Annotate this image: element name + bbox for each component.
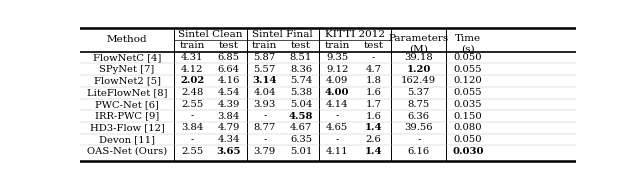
Text: Sintel Clean: Sintel Clean xyxy=(178,30,243,39)
Text: 5.01: 5.01 xyxy=(290,147,312,156)
Text: -: - xyxy=(335,135,339,144)
Text: 6.64: 6.64 xyxy=(218,65,239,74)
Text: 4.09: 4.09 xyxy=(326,76,348,85)
Text: 4.16: 4.16 xyxy=(218,76,240,85)
Text: FlowNetC [4]: FlowNetC [4] xyxy=(93,53,161,62)
Text: 3.93: 3.93 xyxy=(253,100,276,109)
Text: LiteFlowNet [8]: LiteFlowNet [8] xyxy=(87,88,168,97)
Text: 2.48: 2.48 xyxy=(181,88,204,97)
Text: 4.54: 4.54 xyxy=(218,88,240,97)
Text: 4.31: 4.31 xyxy=(181,53,204,62)
Text: train: train xyxy=(324,41,350,50)
Text: 0.150: 0.150 xyxy=(454,112,483,121)
Text: -: - xyxy=(191,112,194,121)
Text: 1.6: 1.6 xyxy=(365,88,381,97)
Text: 0.030: 0.030 xyxy=(452,147,484,156)
Text: 4.00: 4.00 xyxy=(325,88,349,97)
Text: 4.58: 4.58 xyxy=(289,112,313,121)
Text: 162.49: 162.49 xyxy=(401,76,436,85)
Text: Devon [11]: Devon [11] xyxy=(99,135,155,144)
Text: 3.65: 3.65 xyxy=(216,147,241,156)
Text: 5.87: 5.87 xyxy=(253,53,276,62)
Text: 0.050: 0.050 xyxy=(454,135,482,144)
Text: 4.11: 4.11 xyxy=(326,147,349,156)
Text: 4.14: 4.14 xyxy=(326,100,349,109)
Text: 5.57: 5.57 xyxy=(253,65,276,74)
Text: 2.55: 2.55 xyxy=(181,147,204,156)
Text: 8.77: 8.77 xyxy=(253,123,276,132)
Text: 9.12: 9.12 xyxy=(326,65,348,74)
Text: 6.35: 6.35 xyxy=(290,135,312,144)
Text: 5.37: 5.37 xyxy=(408,88,430,97)
Text: -: - xyxy=(417,135,420,144)
Text: 8.51: 8.51 xyxy=(290,53,312,62)
Text: Parameters: Parameters xyxy=(388,34,449,43)
Text: PWC-Net [6]: PWC-Net [6] xyxy=(95,100,159,109)
Text: -: - xyxy=(372,53,375,62)
Text: FlowNet2 [5]: FlowNet2 [5] xyxy=(93,76,161,85)
Text: OAS-Net (Ours): OAS-Net (Ours) xyxy=(87,147,167,156)
Text: IRR-PWC [9]: IRR-PWC [9] xyxy=(95,112,159,121)
Text: 5.04: 5.04 xyxy=(290,100,312,109)
Text: 5.74: 5.74 xyxy=(290,76,312,85)
Text: (s): (s) xyxy=(461,44,475,53)
Text: 39.56: 39.56 xyxy=(404,123,433,132)
Text: test: test xyxy=(218,41,239,50)
Text: 3.84: 3.84 xyxy=(181,123,204,132)
Text: 4.04: 4.04 xyxy=(253,88,276,97)
Text: 2.02: 2.02 xyxy=(180,76,204,85)
Text: Time: Time xyxy=(455,34,481,43)
Text: 1.20: 1.20 xyxy=(406,65,431,74)
Text: -: - xyxy=(335,112,339,121)
Text: 9.35: 9.35 xyxy=(326,53,348,62)
Text: (M): (M) xyxy=(410,44,428,53)
Text: 1.4: 1.4 xyxy=(365,147,382,156)
Text: 0.035: 0.035 xyxy=(454,100,482,109)
Text: 0.055: 0.055 xyxy=(454,88,482,97)
Text: Method: Method xyxy=(107,35,147,45)
Text: -: - xyxy=(191,135,194,144)
Text: test: test xyxy=(364,41,383,50)
Text: 6.36: 6.36 xyxy=(408,112,430,121)
Text: 2.6: 2.6 xyxy=(365,135,381,144)
Text: -: - xyxy=(263,112,266,121)
Text: 8.36: 8.36 xyxy=(290,65,312,74)
Text: Sintel Final: Sintel Final xyxy=(253,30,313,39)
Text: test: test xyxy=(291,41,311,50)
Text: 1.7: 1.7 xyxy=(365,100,381,109)
Text: 4.39: 4.39 xyxy=(218,100,240,109)
Text: 0.055: 0.055 xyxy=(454,65,482,74)
Text: 4.34: 4.34 xyxy=(218,135,240,144)
Text: 1.8: 1.8 xyxy=(365,76,381,85)
Text: 6.16: 6.16 xyxy=(408,147,430,156)
Text: 8.75: 8.75 xyxy=(408,100,430,109)
Text: 3.79: 3.79 xyxy=(253,147,276,156)
Text: 3.84: 3.84 xyxy=(218,112,240,121)
Text: 39.18: 39.18 xyxy=(404,53,433,62)
Text: 4.67: 4.67 xyxy=(290,123,312,132)
Text: 0.080: 0.080 xyxy=(454,123,482,132)
Text: 0.120: 0.120 xyxy=(454,76,483,85)
Text: 5.38: 5.38 xyxy=(290,88,312,97)
Text: 2.55: 2.55 xyxy=(181,100,204,109)
Text: 0.050: 0.050 xyxy=(454,53,482,62)
Text: 1.6: 1.6 xyxy=(365,112,381,121)
Text: 4.7: 4.7 xyxy=(365,65,381,74)
Text: 6.85: 6.85 xyxy=(218,53,239,62)
Text: HD3-Flow [12]: HD3-Flow [12] xyxy=(90,123,164,132)
Text: 4.79: 4.79 xyxy=(218,123,240,132)
Text: 3.14: 3.14 xyxy=(253,76,277,85)
Text: -: - xyxy=(263,135,266,144)
Text: 4.65: 4.65 xyxy=(326,123,348,132)
Text: train: train xyxy=(180,41,205,50)
Text: train: train xyxy=(252,41,278,50)
Text: SPyNet [7]: SPyNet [7] xyxy=(99,65,155,74)
Text: 1.4: 1.4 xyxy=(365,123,382,132)
Text: 4.12: 4.12 xyxy=(181,65,204,74)
Text: KITTI 2012: KITTI 2012 xyxy=(325,30,385,39)
